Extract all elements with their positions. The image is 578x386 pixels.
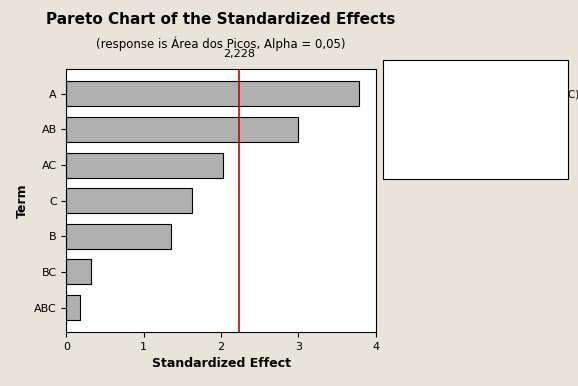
Text: 2,228: 2,228	[223, 49, 255, 59]
X-axis label: Standardized Effect: Standardized Effect	[151, 357, 291, 370]
Bar	[66, 81, 359, 106]
Bar	[66, 152, 223, 178]
Text: A: A	[393, 90, 400, 100]
Bar	[66, 117, 298, 142]
Text: (response is Área dos Picos, Alpha = 0,05): (response is Área dos Picos, Alpha = 0,0…	[97, 37, 346, 51]
Text: Factor: Factor	[393, 66, 430, 76]
Y-axis label: Term: Term	[16, 183, 28, 218]
Bar	[66, 259, 91, 284]
Text: Tempo de Extração (min): Tempo de Extração (min)	[424, 114, 554, 124]
Text: C: C	[393, 138, 401, 148]
Text: Temperatura de Extração (ºC): Temperatura de Extração (ºC)	[424, 90, 578, 100]
Text: B: B	[393, 114, 400, 124]
Text: Tempo de Dessorção (min): Tempo de Dessorção (min)	[424, 138, 562, 148]
Text: Name: Name	[424, 66, 458, 76]
Bar	[66, 188, 192, 213]
Text: Pareto Chart of the Standardized Effects: Pareto Chart of the Standardized Effects	[46, 12, 396, 27]
Bar	[66, 224, 171, 249]
Bar	[66, 295, 80, 320]
